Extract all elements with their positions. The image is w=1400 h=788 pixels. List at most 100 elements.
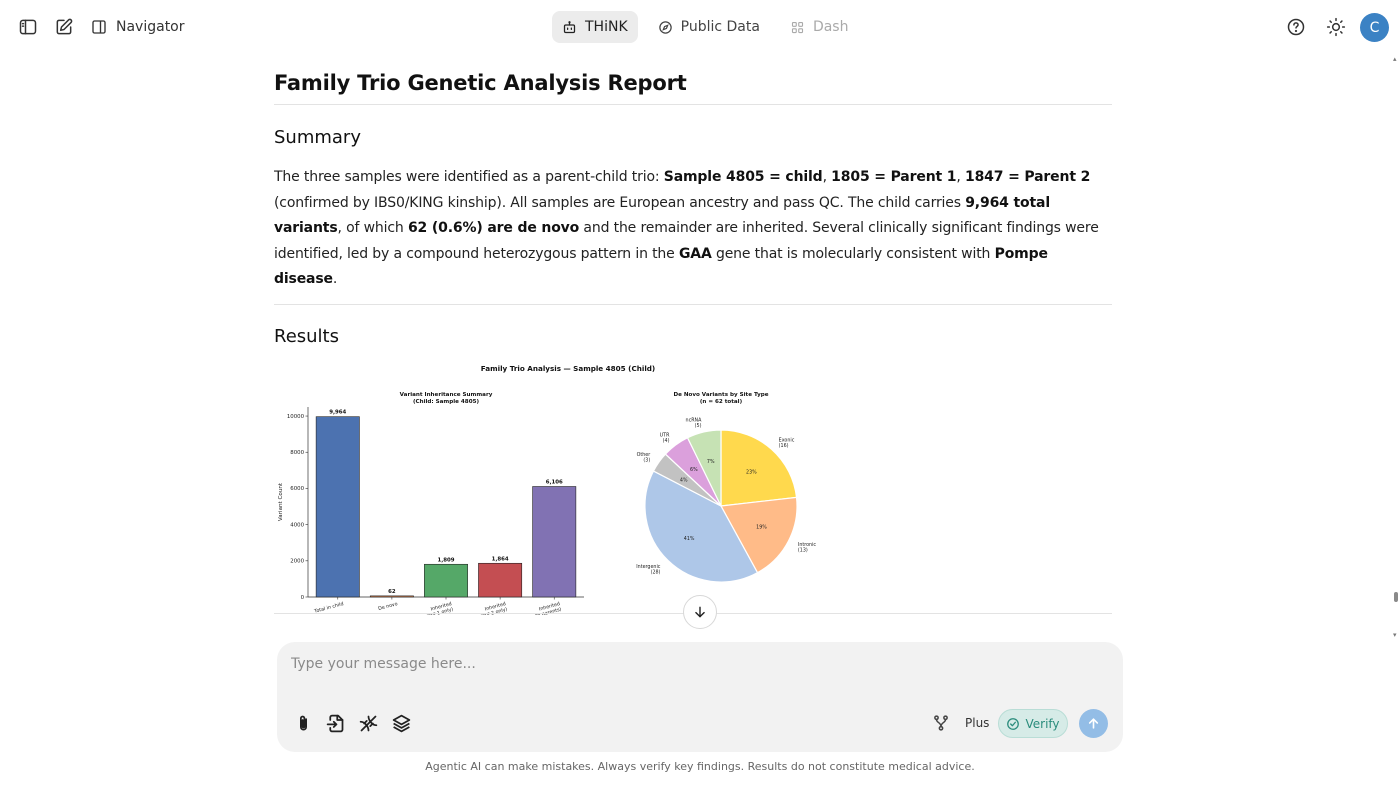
tab-public-data-label: Public Data [680, 19, 760, 35]
pie-slice-count: (13) [798, 547, 808, 553]
disclaimer: Agentic AI can make mistakes. Always ver… [425, 760, 975, 773]
bar-y-tick-label: 6000 [290, 486, 304, 492]
summary-text: (confirmed by IBS0/KING kinship). All sa… [274, 194, 966, 211]
summary-text: , of which [337, 220, 408, 236]
summary-bold: 1847 = Parent 2 [964, 169, 1091, 185]
pie-pct-label: 4% [680, 477, 688, 483]
top-bar: Navigator THiNK Public Data Dash C [0, 0, 1400, 54]
pie-slice-count: (3) [643, 457, 650, 463]
bar-x-tick-label: De novo [378, 601, 399, 612]
tab-think[interactable]: THiNK [552, 11, 638, 43]
bar-x-tick-label: Inherited(Parent 1 only) [417, 601, 454, 615]
pie-pct-label: 19% [756, 524, 767, 530]
summary-text: The three samples were identified as a p… [274, 169, 664, 185]
pie-pct-label: 23% [746, 469, 757, 475]
pie-slice-label: Intronic [798, 541, 817, 547]
pie-pct-label: 6% [690, 466, 698, 472]
bar-value-label: 1,809 [437, 557, 454, 563]
bar-value-label: 62 [388, 588, 396, 594]
attach-paperclip-icon[interactable] [291, 711, 315, 735]
import-file-icon[interactable] [323, 711, 347, 735]
pie-slice [720, 496, 798, 573]
results-heading: Results [274, 325, 339, 347]
summary-heading: Summary [274, 127, 361, 148]
pie-chart-subtitle: (n = 62 total) [700, 399, 743, 405]
bar [532, 485, 577, 597]
chat-content: Family Trio Genetic Analysis Report Summ… [274, 54, 1112, 615]
pie-slice-count: (28) [651, 569, 661, 575]
summary-bold: 1805 = Parent 1 [831, 169, 957, 185]
summary-bold: GAA [678, 245, 712, 262]
message-composer: Plus Verify [277, 642, 1123, 752]
pie-slice-label: ncRNA [686, 417, 703, 423]
message-input[interactable] [291, 654, 991, 674]
pie-slice [686, 428, 722, 506]
plus-toggle[interactable]: Plus [965, 716, 990, 730]
panel-icon [92, 20, 106, 34]
sidebar-toggle-icon[interactable] [16, 15, 40, 39]
bar-y-tick-label: 8000 [290, 450, 304, 456]
summary-text: . [332, 271, 338, 287]
theme-sun-icon[interactable] [1324, 15, 1348, 39]
bar-x-tick-label-line: (Parent 1 only) [418, 606, 454, 615]
pie-pct-label: 41% [684, 536, 695, 542]
bar-value-label: 9,964 [329, 409, 346, 415]
figure-svg: Family Trio Analysis — Sample 4805 (Chil… [278, 364, 817, 616]
compass-icon [658, 20, 672, 34]
help-icon[interactable] [1284, 15, 1308, 39]
send-button[interactable] [1079, 709, 1108, 738]
navigator-button[interactable]: Navigator [90, 14, 185, 40]
scrollbar[interactable]: ▴ ▾ [1392, 54, 1400, 642]
pie-pct-label: 7% [707, 459, 715, 465]
layers-icon[interactable] [389, 711, 413, 735]
bar-chart-title: Variant Inheritance Summary [400, 392, 493, 398]
verify-label: Verify [1025, 716, 1060, 731]
new-chat-edit-icon[interactable] [52, 15, 76, 39]
robot-icon [563, 20, 576, 33]
pie-slice-count: (16) [779, 442, 789, 448]
scroll-up-arrow-icon[interactable]: ▴ [1393, 55, 1397, 63]
scroll-down-button[interactable] [683, 595, 717, 629]
check-circle-icon [1007, 717, 1020, 730]
summary-text: gene that is molecularly consistent with [711, 245, 995, 262]
pie-slice-count: (5) [695, 422, 702, 428]
scroll-down-arrow-icon[interactable]: ▾ [1393, 631, 1397, 639]
tab-dash[interactable]: Dash [780, 11, 859, 43]
bar [424, 563, 468, 597]
pie-slice [644, 469, 759, 583]
arrow-up-icon [1088, 718, 1099, 729]
mode-tabs: THiNK Public Data Dash [552, 11, 858, 43]
summary-bold: Sample 4805 = child [663, 169, 823, 185]
bar-value-label: 1,864 [492, 556, 509, 562]
bar-x-tick-label-line: (Both parents) [527, 606, 562, 615]
bar [369, 595, 414, 597]
bar-x-tick-label: Inherited(Parent 2 only) [471, 601, 508, 615]
dna-icon[interactable] [356, 711, 380, 735]
pie-slice-label: Exonic [779, 437, 795, 443]
tab-public-data[interactable]: Public Data [648, 11, 770, 43]
pie-slice-label: Other [637, 452, 651, 458]
bar-y-tick-label: 10000 [287, 413, 305, 419]
tab-dash-label: Dash [812, 19, 849, 35]
bar-chart-subtitle: (Child: Sample 4805) [413, 399, 480, 405]
verify-button[interactable]: Verify [998, 709, 1068, 738]
bar [315, 415, 360, 597]
report-title: Family Trio Genetic Analysis Report [274, 71, 1112, 105]
summary-bold: 62 (0.6%) are de novo [407, 220, 580, 236]
avatar[interactable]: C [1360, 13, 1389, 42]
branch-icon[interactable] [932, 714, 950, 732]
bar-x-tick-label: Inherited(Both parents) [526, 601, 563, 615]
bar-x-tick-label-line: De novo [378, 601, 399, 612]
bar-y-tick-label: 2000 [290, 558, 304, 564]
figure-title: Family Trio Analysis — Sample 4805 (Chil… [481, 364, 655, 373]
pie-slice-label: UTR [660, 432, 670, 438]
scrollbar-thumb[interactable] [1394, 592, 1398, 602]
summary-bold: Pompe disease [274, 245, 1048, 288]
summary-text: and the remainder are inherited. Several… [274, 220, 1099, 262]
bar-x-tick-label-line: Inherited [484, 601, 506, 612]
bar-y-axis-label: Variant Count [278, 482, 284, 521]
summary-bold: 9,964 total variants [274, 194, 1050, 237]
summary-text: , [822, 169, 832, 185]
grid-icon [791, 21, 803, 33]
bar [478, 562, 523, 597]
